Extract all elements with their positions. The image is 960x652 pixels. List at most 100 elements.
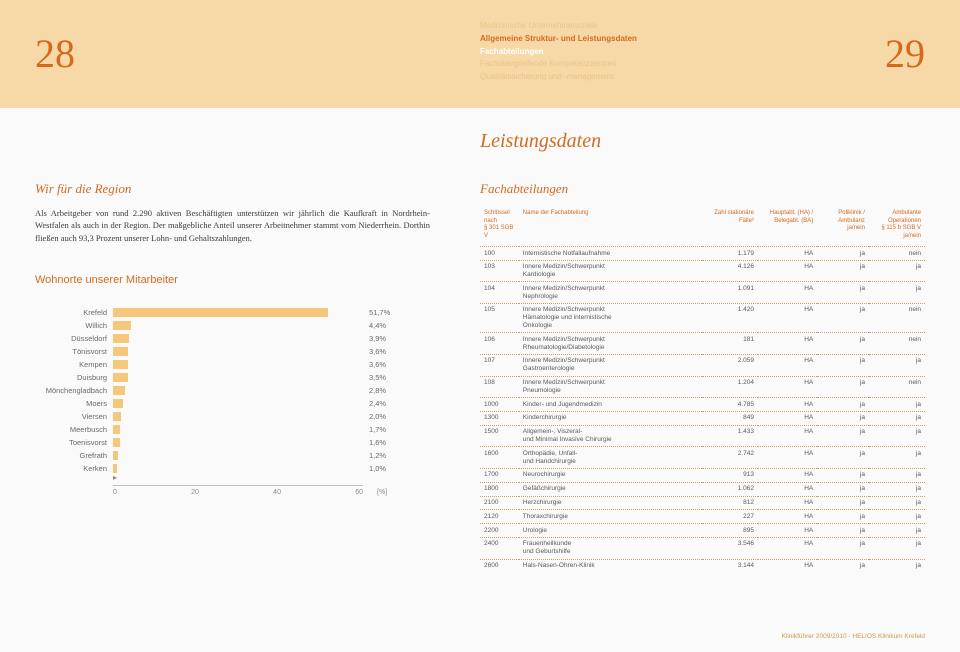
table-cell: 103 xyxy=(480,260,519,282)
bar xyxy=(113,360,128,369)
bar xyxy=(113,321,131,330)
table-row: 106Innere Medizin/SchwerpunktRheumatolog… xyxy=(480,333,925,355)
table-cell: ja xyxy=(817,468,869,482)
table-cell: 1.420 xyxy=(702,303,758,332)
table-row: 1600Orthopädie, Unfall-und Handchirurgie… xyxy=(480,447,925,469)
bar-label: Moers xyxy=(35,399,113,408)
nav-item: Medizinische Unternehmensziele xyxy=(480,20,637,33)
table-cell: 106 xyxy=(480,333,519,355)
bar xyxy=(113,425,120,434)
table-cell: HA xyxy=(758,482,817,496)
departments-table: Schlüsselnach§ 301 SGB VName der Fachabt… xyxy=(480,207,925,572)
table-row: 100Internistische Notfallaufnahme1.179HA… xyxy=(480,247,925,261)
table-header: Name der Fachabteilung xyxy=(519,207,702,247)
bar xyxy=(113,386,125,395)
table-cell: HA xyxy=(758,398,817,412)
table-cell: HA xyxy=(758,260,817,282)
table-row: 107Innere Medizin/SchwerpunktGastroenter… xyxy=(480,354,925,376)
table-cell: 3.144 xyxy=(702,559,758,572)
table-cell: ja xyxy=(817,303,869,332)
table-cell: Innere Medizin/SchwerpunktKardiologie xyxy=(519,260,702,282)
bar-row: Willich4,4% xyxy=(35,319,430,332)
page-number-left: 28 xyxy=(35,30,75,77)
table-cell: Thoraxchirurgie xyxy=(519,510,702,524)
right-column: Fachabteilungen Schlüsselnach§ 301 SGB V… xyxy=(480,181,925,572)
table-row: 2120Thoraxchirurgie227HAjaja xyxy=(480,510,925,524)
table-cell: ja xyxy=(817,247,869,261)
table-row: 1000Kinder- und Jugendmedizin4.785HAjaja xyxy=(480,398,925,412)
bar-label: Kerken xyxy=(35,464,113,473)
table-cell: ja xyxy=(869,468,925,482)
bar-value: 2,4% xyxy=(363,399,386,408)
table-cell: nein xyxy=(869,376,925,398)
header-nav: Medizinische UnternehmenszieleAllgemeine… xyxy=(480,20,637,84)
table-row: 1300Kinderchirurgie849HAjaja xyxy=(480,411,925,425)
table-cell: ja xyxy=(869,282,925,304)
table-cell: 2600 xyxy=(480,559,519,572)
table-cell: 227 xyxy=(702,510,758,524)
table-header: Zahl stationäreFälle² xyxy=(702,207,758,247)
table-cell: 108 xyxy=(480,376,519,398)
table-cell: 1700 xyxy=(480,468,519,482)
table-cell: nein xyxy=(869,333,925,355)
table-cell: 2200 xyxy=(480,524,519,538)
bar-row: Grefrath1,2% xyxy=(35,449,430,462)
table-cell: 1.204 xyxy=(702,376,758,398)
bar-value: 1,7% xyxy=(363,425,386,434)
table-cell: HA xyxy=(758,376,817,398)
left-column: Wir für die Region Als Arbeitgeber von r… xyxy=(35,181,430,572)
page-number-right: 29 xyxy=(885,30,925,77)
table-cell: ja xyxy=(817,524,869,538)
nav-item: Fachübergreifende Kompetenzzentren xyxy=(480,58,637,71)
bar xyxy=(113,334,129,343)
table-cell: 181 xyxy=(702,333,758,355)
bar-row: Toenisvorst1,6% xyxy=(35,436,430,449)
chart-title: Wohnorte unserer Mitarbeiter xyxy=(35,274,430,286)
nav-item: Allgemeine Struktur- und Leistungsdaten xyxy=(480,33,637,46)
bar xyxy=(113,373,128,382)
table-cell: 812 xyxy=(702,496,758,510)
table-row: 105Innere Medizin/SchwerpunktHämatologie… xyxy=(480,303,925,332)
table-cell: 100 xyxy=(480,247,519,261)
table-cell: nein xyxy=(869,247,925,261)
table-row: 2400Frauenheilkundeund Geburtshilfe3.546… xyxy=(480,537,925,559)
table-cell: ja xyxy=(817,537,869,559)
table-cell: HA xyxy=(758,354,817,376)
table-row: 1800Gefäßchirurgie1.062HAjaja xyxy=(480,482,925,496)
table-row: 1700Neurochirurgie913HAjaja xyxy=(480,468,925,482)
bar-label: Willich xyxy=(35,321,113,330)
table-cell: Hals-Nasen-Ohren-Klinik xyxy=(519,559,702,572)
bar-value: 3,6% xyxy=(363,347,386,356)
bar-label: Viersen xyxy=(35,412,113,421)
table-cell: 895 xyxy=(702,524,758,538)
table-cell: 1600 xyxy=(480,447,519,469)
table-cell: Internistische Notfallaufnahme xyxy=(519,247,702,261)
bar-value: 1,2% xyxy=(363,451,386,460)
table-cell: 1.062 xyxy=(702,482,758,496)
table-cell: ja xyxy=(817,510,869,524)
table-cell: Frauenheilkundeund Geburtshilfe xyxy=(519,537,702,559)
bar-value: 2,0% xyxy=(363,412,386,421)
table-cell: 104 xyxy=(480,282,519,304)
left-sub-title: Wir für die Region xyxy=(35,181,430,197)
table-cell: HA xyxy=(758,303,817,332)
bar-value: 3,9% xyxy=(363,334,386,343)
bar xyxy=(113,451,118,460)
bar xyxy=(113,412,121,421)
table-cell: HA xyxy=(758,510,817,524)
body-text: Als Arbeitgeber von rund 2.290 aktiven B… xyxy=(35,207,430,244)
table-cell: HA xyxy=(758,496,817,510)
table-cell: nein xyxy=(869,303,925,332)
table-cell: 2.059 xyxy=(702,354,758,376)
table-cell: 2120 xyxy=(480,510,519,524)
table-cell: ja xyxy=(869,482,925,496)
bar-row: Krefeld51,7% xyxy=(35,306,430,319)
table-cell: 4.785 xyxy=(702,398,758,412)
bar-row: Kerken1,0% xyxy=(35,462,430,475)
table-cell: ja xyxy=(817,496,869,510)
main-title: Leistungsdaten xyxy=(480,130,925,153)
table-cell: ja xyxy=(817,376,869,398)
table-cell: Urologie xyxy=(519,524,702,538)
table-cell: 3.546 xyxy=(702,537,758,559)
table-cell: HA xyxy=(758,447,817,469)
